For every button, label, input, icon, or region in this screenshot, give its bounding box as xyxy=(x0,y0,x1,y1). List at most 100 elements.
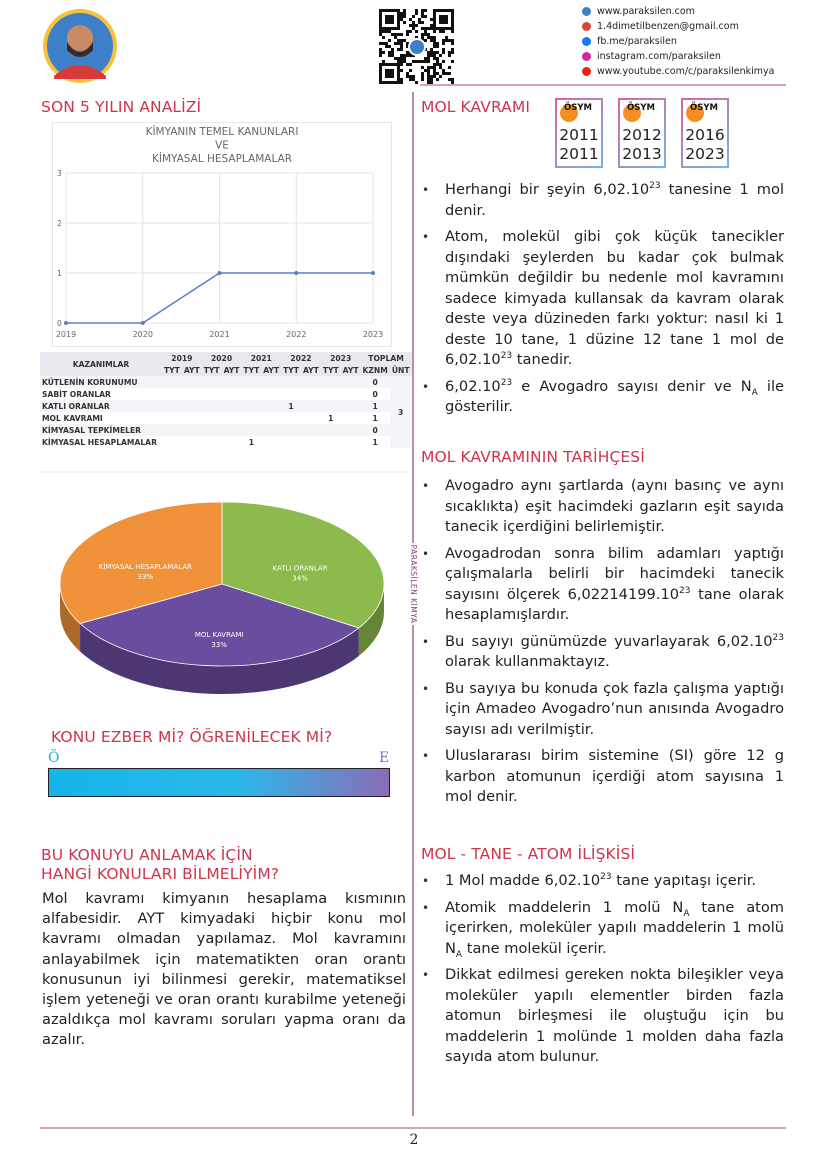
qr-module xyxy=(448,9,451,12)
qr-module xyxy=(451,42,454,45)
text: Herhangi bir şeyin 6,02.10 xyxy=(445,181,650,198)
qr-module xyxy=(397,69,400,72)
qr-module xyxy=(382,9,385,12)
qr-module xyxy=(406,30,409,33)
avatar-shirt xyxy=(54,65,106,79)
qr-module xyxy=(406,54,409,57)
text: Atom, molekül gibi çok küçük tanecikler … xyxy=(445,228,784,368)
chart-title: VE xyxy=(215,140,229,152)
avatar xyxy=(43,9,117,83)
cell xyxy=(340,376,361,388)
qr-module xyxy=(379,81,382,84)
chart-title: KİMYANIN TEMEL KANUNLARI xyxy=(146,125,299,138)
qr-module xyxy=(421,78,424,81)
bullet-item: Atomik maddelerin 1 molü NA tane atom iç… xyxy=(422,898,784,960)
kznm-cell: 1 xyxy=(372,413,378,423)
qr-module xyxy=(397,9,400,12)
qr-module xyxy=(442,15,445,18)
qr-module xyxy=(433,51,436,54)
qr-module xyxy=(451,27,454,30)
qr-module xyxy=(391,33,394,36)
qr-module xyxy=(445,39,448,42)
qr-module xyxy=(397,75,400,78)
row-name: KATLI ORANLAR xyxy=(40,400,162,412)
qr-module xyxy=(442,51,445,54)
qr-module xyxy=(403,21,406,24)
qr-module xyxy=(427,33,430,36)
qr-module xyxy=(400,57,403,60)
qr-module xyxy=(442,27,445,30)
qr-module xyxy=(439,54,442,57)
qr-module xyxy=(379,51,382,54)
cell xyxy=(261,376,282,388)
qr-module xyxy=(409,63,412,66)
qr-module xyxy=(433,15,436,18)
cell xyxy=(241,424,262,436)
qr-module xyxy=(439,21,442,24)
qr-module xyxy=(436,63,439,66)
unt-cell: 3 xyxy=(389,376,412,448)
qr-module xyxy=(385,81,388,84)
qr-module xyxy=(412,21,415,24)
qr-module xyxy=(385,9,388,12)
qr-module xyxy=(451,9,454,12)
bullet-list: 1 Mol madde 6,02.1023 tane yapıtaşı içer… xyxy=(422,871,784,1074)
y-tick-label: 3 xyxy=(57,169,62,178)
bullet-item: Dikkat edilmesi gereken nokta bileşikler… xyxy=(422,965,784,1068)
qr-module xyxy=(388,9,391,12)
qr-module xyxy=(451,39,454,42)
qr-module xyxy=(427,69,430,72)
qr-module xyxy=(442,72,445,75)
x-tick-label: 2023 xyxy=(363,330,383,339)
cell xyxy=(222,412,242,424)
cell xyxy=(281,424,301,436)
text: 1 Mol madde 6,02.10 xyxy=(445,872,601,889)
qr-module xyxy=(391,81,394,84)
exam-badge: ÖSYM 2011 2011 xyxy=(555,98,603,168)
qr-module xyxy=(418,18,421,21)
cell: 1 xyxy=(328,413,334,423)
qr-module xyxy=(397,33,400,36)
qr-module xyxy=(436,27,439,30)
qr-module xyxy=(397,21,400,24)
qr-module xyxy=(388,54,391,57)
qr-module xyxy=(415,24,418,27)
cell xyxy=(341,412,361,424)
scale-start: Ö xyxy=(48,750,60,766)
scale-bar xyxy=(48,768,390,797)
qr-module xyxy=(385,63,388,66)
qr-module xyxy=(442,30,445,33)
text: 6,02.10 xyxy=(445,377,501,395)
qr-module xyxy=(394,9,397,12)
section-title: MOL KAVRAMI xyxy=(421,98,531,116)
pie-side xyxy=(358,584,384,656)
cell xyxy=(201,376,222,388)
qr-module xyxy=(400,81,403,84)
qr-module xyxy=(388,18,391,21)
qr-module xyxy=(394,57,397,60)
table-row: KİMYASAL TEPKİMELER 0 xyxy=(40,424,412,436)
qr-module xyxy=(430,48,433,51)
qr-module xyxy=(406,33,409,36)
cell xyxy=(301,388,321,400)
qr-module xyxy=(430,51,433,54)
text: ile gösterilir. xyxy=(445,377,784,416)
text: olarak kullanmaktayız. xyxy=(445,653,610,670)
qr-module xyxy=(421,33,424,36)
qr-module xyxy=(436,78,439,81)
qr-module xyxy=(379,42,382,45)
qr-module xyxy=(427,60,430,63)
cell xyxy=(261,424,282,436)
qr-module xyxy=(433,30,436,33)
qr-module xyxy=(415,9,418,12)
qr-module xyxy=(430,18,433,21)
qr-module xyxy=(427,36,430,39)
qr-code xyxy=(379,9,454,84)
qr-module xyxy=(451,78,454,81)
logo-dot xyxy=(686,104,704,122)
contact-text: 1.4dimetilbenzen@gmail.com xyxy=(597,21,739,32)
qr-module xyxy=(424,30,427,33)
bullet-item: Bu sayıya bu konuda çok fazla çalışma ya… xyxy=(422,679,784,741)
section-title: BU KONUYU ANLAMAK İÇİN xyxy=(41,846,253,864)
